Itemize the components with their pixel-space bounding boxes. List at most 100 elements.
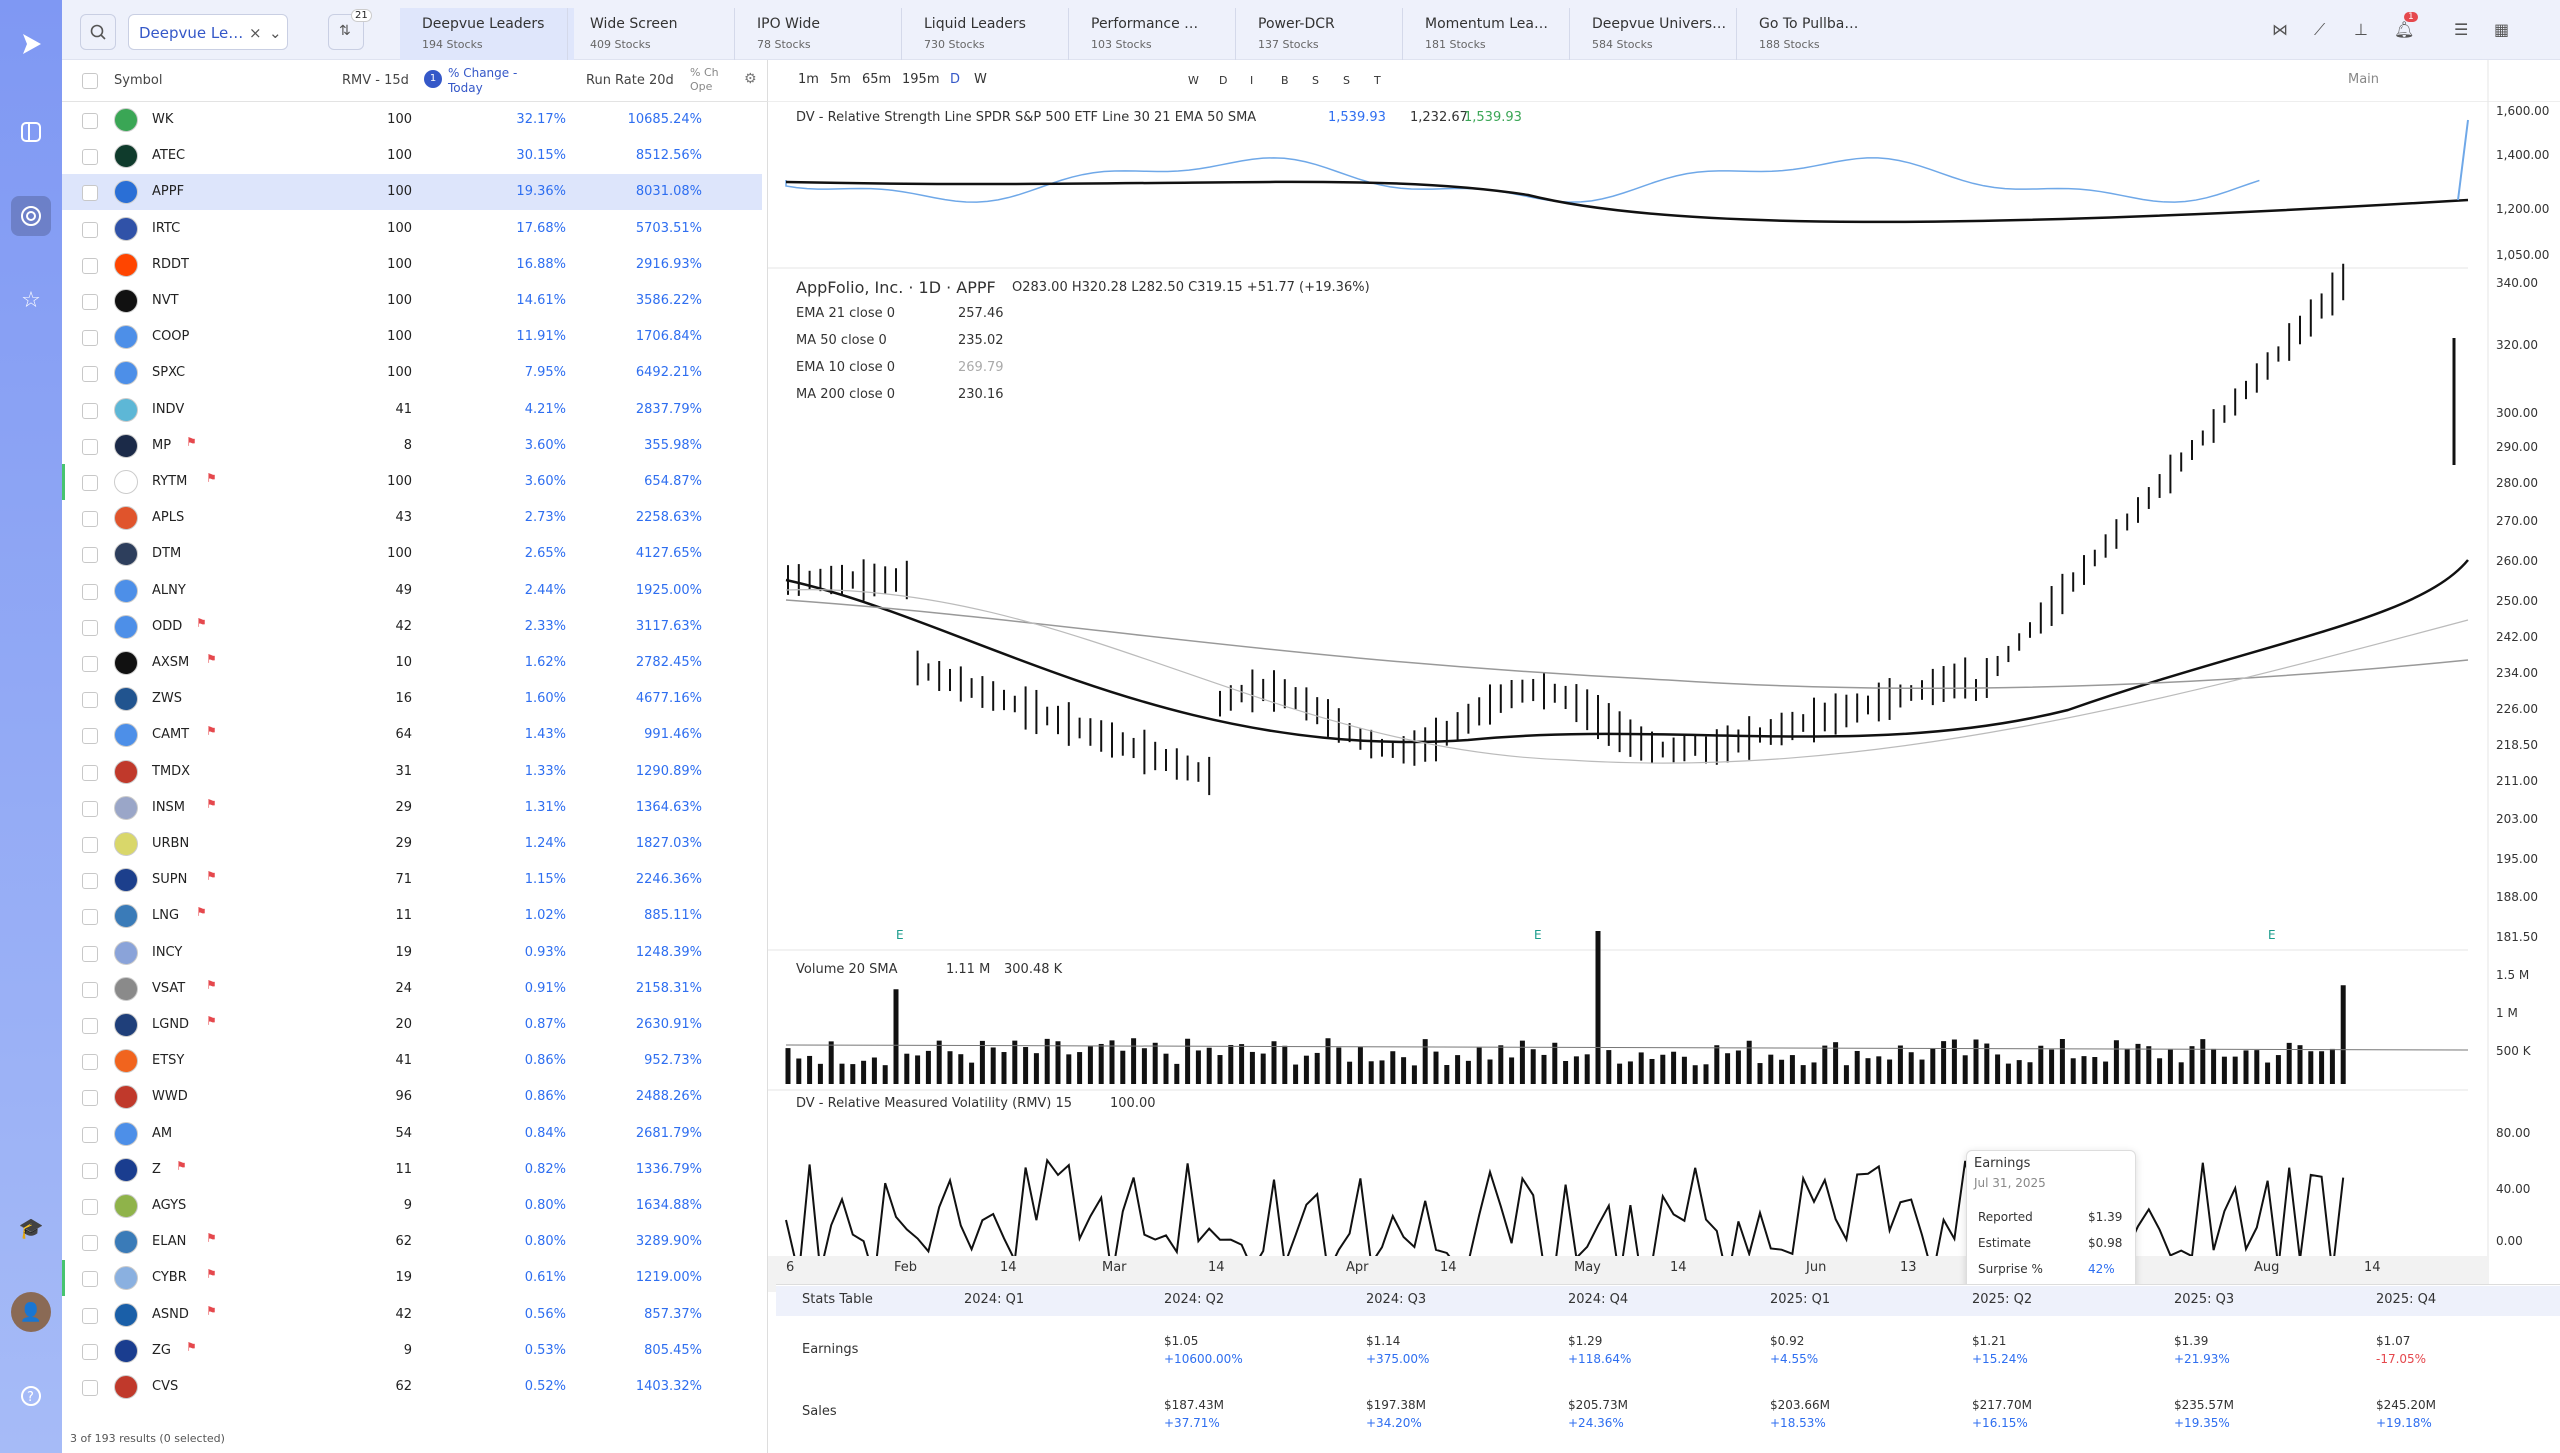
table-row[interactable]: AM 54 0.84% 2681.79%: [62, 1116, 762, 1152]
row-checkbox[interactable]: [82, 221, 98, 238]
tab-1[interactable]: Wide Screen 409 Stocks: [567, 8, 734, 60]
row-checkbox[interactable]: [82, 1271, 98, 1288]
symbol[interactable]: WWD: [152, 1089, 188, 1105]
flag-icon[interactable]: ⚑: [206, 977, 217, 992]
table-row[interactable]: RDDT 100 16.88% 2916.93%: [62, 247, 762, 283]
timeframe-1m[interactable]: 1m: [798, 72, 819, 87]
table-row[interactable]: MP ⚑ 8 3.60% 355.98%: [62, 428, 762, 464]
table-row[interactable]: IRTC 100 17.68% 5703.51%: [62, 211, 762, 247]
table-row[interactable]: APPF 100 19.36% 8031.08%: [62, 174, 762, 211]
symbol[interactable]: TMDX: [152, 763, 191, 779]
symbol[interactable]: IRTC: [152, 220, 181, 236]
timeframe-W[interactable]: W: [974, 72, 987, 87]
flag-icon[interactable]: ⚑: [206, 471, 217, 485]
table-row[interactable]: TMDX 31 1.33% 1290.89%: [62, 754, 762, 790]
table-row[interactable]: ZG ⚑ 9 0.53% 805.45%: [62, 1333, 762, 1369]
search-icon[interactable]: [80, 14, 116, 50]
table-row[interactable]: CAMT ⚑ 64 1.43% 991.46%: [62, 717, 762, 753]
symbol[interactable]: ETSY: [152, 1053, 185, 1069]
chart-tool-6[interactable]: T: [1374, 74, 1381, 87]
row-checkbox[interactable]: [82, 1380, 98, 1396]
table-row[interactable]: CVS 62 0.52% 1403.32%: [62, 1369, 762, 1405]
table-row[interactable]: SUPN ⚑ 71 1.15% 2246.36%: [62, 862, 762, 898]
table-row[interactable]: ZWS 16 1.60% 4677.16%: [62, 681, 762, 717]
chevron-down-icon[interactable]: ⌄: [269, 24, 282, 42]
flag-icon[interactable]: ⚑: [176, 1158, 187, 1173]
chart-tool-2[interactable]: I: [1250, 74, 1254, 87]
line-chart-icon[interactable]: ⟋: [2314, 20, 2326, 39]
table-row[interactable]: INSM ⚑ 29 1.31% 1364.63%: [62, 790, 762, 826]
symbol[interactable]: ALNY: [152, 582, 186, 598]
table-row[interactable]: NVT 100 14.61% 3586.22%: [62, 283, 762, 319]
symbol[interactable]: NVT: [152, 293, 179, 308]
row-checkbox[interactable]: [82, 257, 98, 274]
row-checkbox[interactable]: [82, 583, 98, 600]
timeframe-195m[interactable]: 195m: [902, 72, 940, 87]
row-checkbox[interactable]: [82, 547, 98, 564]
help-icon[interactable]: ?: [11, 1376, 51, 1416]
row-checkbox[interactable]: [82, 873, 98, 890]
timeframe-D[interactable]: D: [950, 72, 961, 87]
chart-tool-0[interactable]: W: [1188, 74, 1199, 87]
symbol[interactable]: ZWS: [152, 691, 183, 707]
symbol[interactable]: WK: [152, 112, 174, 127]
chart-tool-3[interactable]: B: [1281, 74, 1289, 87]
share-icon[interactable]: ⋈: [2272, 20, 2288, 39]
row-checkbox[interactable]: [82, 113, 98, 129]
grid-view-icon[interactable]: ▦: [2494, 20, 2510, 39]
col-symbol[interactable]: Symbol: [114, 73, 163, 88]
symbol[interactable]: SPXC: [152, 365, 186, 381]
symbol[interactable]: INCY: [152, 944, 183, 960]
table-row[interactable]: LNG ⚑ 11 1.02% 885.11%: [62, 898, 762, 934]
flag-icon[interactable]: ⚑: [206, 1267, 217, 1282]
tab-6[interactable]: Momentum Lea… 181 Stocks: [1402, 8, 1569, 60]
symbol[interactable]: MP: [152, 437, 172, 453]
row-checkbox[interactable]: [82, 1162, 98, 1179]
row-checkbox[interactable]: [82, 1343, 98, 1360]
watchlist-select[interactable]: Deepvue Le… × ⌄: [128, 14, 288, 50]
row-checkbox[interactable]: [82, 149, 98, 166]
table-row[interactable]: CYBR ⚑ 19 0.61% 1219.00%: [62, 1260, 762, 1297]
tab-0[interactable]: Deepvue Leaders 194 Stocks: [400, 8, 574, 60]
tab-7[interactable]: Deepvue Univers… 584 Stocks: [1569, 8, 1736, 60]
table-row[interactable]: URBN 29 1.24% 1827.03%: [62, 826, 762, 862]
flag-icon[interactable]: ⚑: [206, 1303, 217, 1318]
table-row[interactable]: WWD 96 0.86% 2488.26%: [62, 1079, 762, 1115]
row-checkbox[interactable]: [82, 1090, 98, 1107]
flag-icon[interactable]: ⚑: [196, 905, 207, 920]
flag-icon[interactable]: ⚑: [206, 796, 217, 811]
table-row[interactable]: RYTM ⚑ 100 3.60% 654.87%: [62, 464, 762, 500]
scan-icon[interactable]: [11, 196, 51, 236]
row-checkbox[interactable]: [82, 511, 98, 528]
tab-8[interactable]: Go To Pullba… 188 Stocks: [1736, 8, 1903, 60]
symbol[interactable]: AM: [152, 1125, 173, 1141]
flag-icon[interactable]: ⚑: [206, 869, 217, 884]
row-checkbox[interactable]: [82, 185, 98, 202]
filter-button[interactable]: ⇅ 21: [328, 9, 372, 50]
table-row[interactable]: Z ⚑ 11 0.82% 1336.79%: [62, 1152, 762, 1188]
symbol[interactable]: RDDT: [152, 256, 189, 272]
table-row[interactable]: ATEC 100 30.15% 8512.56%: [62, 138, 762, 174]
symbol[interactable]: ODD: [152, 618, 183, 634]
timeframe-5m[interactable]: 5m: [830, 72, 851, 87]
table-row[interactable]: ELAN ⚑ 62 0.80% 3289.90%: [62, 1224, 762, 1260]
table-row[interactable]: ODD ⚑ 42 2.33% 3117.63%: [62, 609, 762, 645]
symbol[interactable]: AXSM: [152, 655, 190, 670]
flag-icon[interactable]: ⚑: [196, 615, 207, 630]
row-checkbox[interactable]: [82, 909, 98, 926]
row-checkbox[interactable]: [82, 764, 98, 781]
symbol[interactable]: APPF: [152, 184, 185, 200]
table-row[interactable]: WK 100 32.17% 10685.24%: [62, 102, 762, 138]
avatar[interactable]: 👤: [11, 1292, 51, 1332]
flag-icon[interactable]: ⚑: [186, 434, 197, 449]
col-change[interactable]: % Change - Today: [448, 66, 518, 95]
row-checkbox[interactable]: [82, 294, 98, 310]
clear-icon[interactable]: ×: [249, 24, 262, 42]
row-checkbox[interactable]: [82, 402, 98, 419]
row-checkbox[interactable]: [82, 656, 98, 672]
select-all-checkbox[interactable]: [82, 73, 98, 89]
symbol[interactable]: Z: [152, 1161, 161, 1177]
table-row[interactable]: SPXC 100 7.95% 6492.21%: [62, 355, 762, 391]
flag-icon[interactable]: ⚑: [186, 1339, 197, 1354]
flag-icon[interactable]: ⚑: [206, 652, 217, 666]
